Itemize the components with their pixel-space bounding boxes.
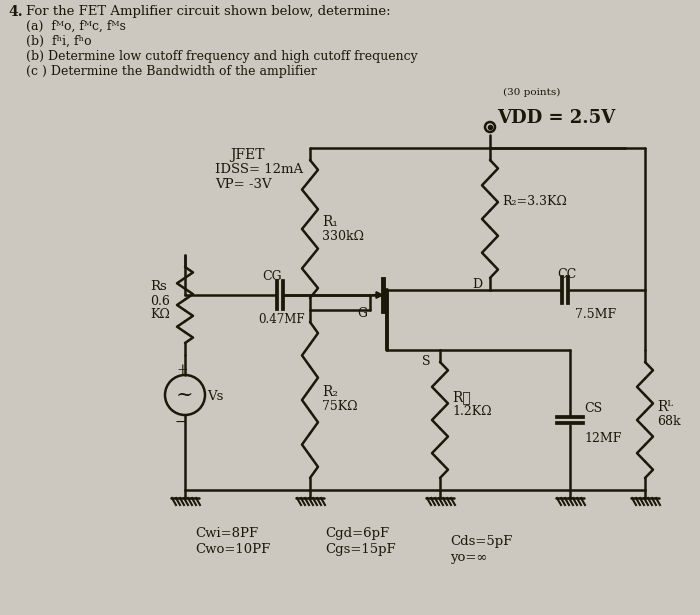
Text: CC: CC bbox=[557, 268, 576, 281]
Text: −: − bbox=[175, 415, 187, 429]
Text: 68k: 68k bbox=[657, 415, 680, 428]
Text: CG: CG bbox=[262, 270, 281, 283]
Text: Cwi=8PF: Cwi=8PF bbox=[195, 527, 258, 540]
Text: 75KΩ: 75KΩ bbox=[322, 400, 358, 413]
Text: For the FET Amplifier circuit shown below, determine:: For the FET Amplifier circuit shown belo… bbox=[26, 5, 391, 18]
Text: R₂: R₂ bbox=[322, 385, 338, 399]
Text: R₂=3.3KΩ: R₂=3.3KΩ bbox=[502, 195, 567, 208]
Text: Rᴸ: Rᴸ bbox=[657, 400, 673, 414]
Text: 0.47MF: 0.47MF bbox=[258, 313, 304, 326]
Text: Vs: Vs bbox=[207, 390, 223, 403]
Text: Cwo=10PF: Cwo=10PF bbox=[195, 543, 270, 556]
Text: 0.6: 0.6 bbox=[150, 295, 170, 308]
Text: Cgd=6pF: Cgd=6pF bbox=[325, 527, 389, 540]
Text: (b) Determine low cutoff frequency and high cutoff frequency: (b) Determine low cutoff frequency and h… bbox=[26, 50, 418, 63]
Text: 7.5MF: 7.5MF bbox=[575, 308, 616, 321]
Text: 1.2KΩ: 1.2KΩ bbox=[452, 405, 491, 418]
Text: (c ) Determine the Bandwidth of the amplifier: (c ) Determine the Bandwidth of the ampl… bbox=[26, 65, 317, 78]
Text: D: D bbox=[472, 278, 482, 291]
Text: (b)  fʰi, fʰo: (b) fʰi, fʰo bbox=[26, 35, 92, 48]
Text: VP= -3V: VP= -3V bbox=[215, 178, 272, 191]
Text: yo=∞: yo=∞ bbox=[450, 551, 487, 564]
Text: G: G bbox=[357, 307, 367, 320]
Text: R⁳: R⁳ bbox=[452, 390, 470, 404]
Text: (a)  fᴹo, fᴹc, fᴹs: (a) fᴹo, fᴹc, fᴹs bbox=[26, 20, 126, 33]
Text: IDSS= 12mA: IDSS= 12mA bbox=[215, 163, 303, 176]
Text: ~: ~ bbox=[176, 386, 194, 405]
Text: Rs: Rs bbox=[150, 280, 167, 293]
Text: CS: CS bbox=[584, 402, 602, 415]
Text: VDD = 2.5V: VDD = 2.5V bbox=[497, 109, 615, 127]
Text: JFET: JFET bbox=[230, 148, 265, 162]
Text: KΩ: KΩ bbox=[150, 308, 170, 321]
Text: 330kΩ: 330kΩ bbox=[322, 230, 364, 243]
Text: Cds=5pF: Cds=5pF bbox=[450, 535, 512, 548]
Text: 4.: 4. bbox=[8, 5, 22, 19]
Text: +: + bbox=[177, 363, 188, 377]
Text: R₁: R₁ bbox=[322, 215, 338, 229]
Text: S: S bbox=[422, 355, 430, 368]
Text: Cgs=15pF: Cgs=15pF bbox=[325, 543, 395, 556]
Text: (30 points): (30 points) bbox=[503, 88, 561, 97]
Text: 12MF: 12MF bbox=[584, 432, 622, 445]
